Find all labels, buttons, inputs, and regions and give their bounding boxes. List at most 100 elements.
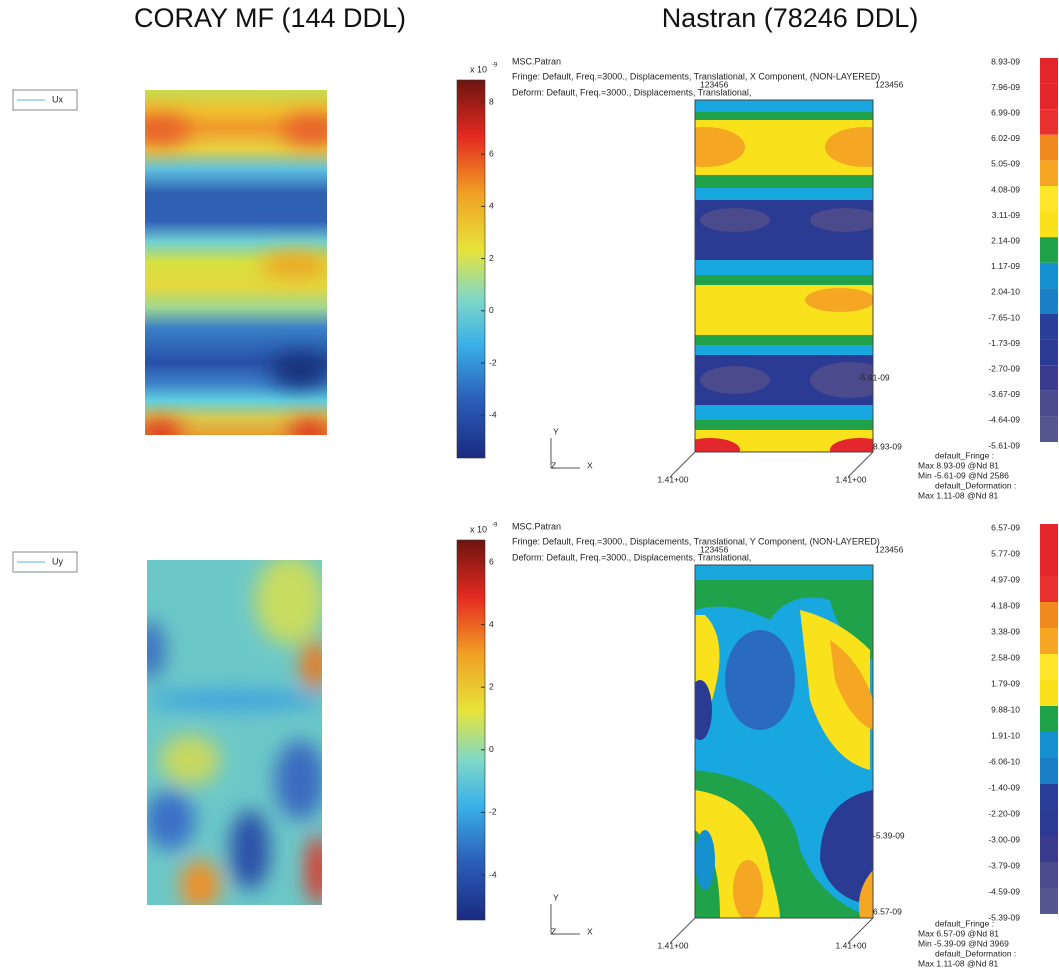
legend-value: 4.08-09 — [991, 184, 1020, 194]
patran-fringe: Fringe: Default, Freq.=3000., Displaceme… — [512, 71, 880, 81]
legend-swatch — [1040, 416, 1058, 442]
legend-swatch — [1040, 237, 1058, 263]
axis-label: Y — [553, 892, 559, 902]
title: Nastran (78246 DDL) — [662, 3, 919, 33]
legend-swatch — [1040, 262, 1058, 289]
legend-swatch — [1040, 160, 1058, 186]
scale-label: 1.41+00 — [836, 940, 867, 950]
colorbar-tick-label: 2 — [489, 253, 494, 263]
node-label: 123456 — [875, 544, 904, 554]
legend-swatch — [1040, 862, 1058, 888]
colorbar-tick-label: 0 — [489, 305, 494, 315]
legend-value: -2.20-09 — [988, 808, 1020, 818]
legend-swatch — [1040, 339, 1058, 366]
scale-label: 1.41+00 — [658, 940, 689, 950]
legend-value: -4.64-09 — [988, 415, 1020, 425]
min-label: -5.39-09 — [873, 830, 905, 840]
legend-value: 1.91-10 — [991, 730, 1020, 740]
legend-swatch — [1040, 211, 1058, 238]
legend-value: -2.70-09 — [988, 363, 1020, 373]
axis-label: Y — [553, 426, 559, 436]
scale-arrow — [669, 917, 696, 944]
legend-value: -1.40-09 — [988, 782, 1020, 792]
colorbar — [456, 79, 486, 459]
legend-swatch — [1040, 576, 1058, 602]
legend-swatch — [1040, 186, 1058, 212]
legend-swatch — [1040, 390, 1058, 417]
legend-value: 5.77-09 — [991, 548, 1020, 558]
info-line: Min -5.39-09 @Nd 3969 — [918, 938, 1009, 948]
scale-label: 1.41+00 — [658, 474, 689, 484]
info-line: default_Deformation : — [935, 480, 1016, 490]
legend-swatch — [1040, 784, 1058, 810]
colorbar-tick-label: 8 — [489, 96, 494, 106]
legend-value: 4.97-09 — [991, 574, 1020, 584]
info-line: default_Fringe : — [935, 918, 994, 928]
legend-value: 9.88-10 — [991, 704, 1020, 714]
legend-swatch — [1040, 888, 1058, 914]
colorbar-tick-label: -2 — [489, 357, 497, 367]
legend-swatch — [1040, 628, 1058, 654]
legend-value: -3.67-09 — [988, 389, 1020, 399]
axis-label: X — [587, 460, 593, 470]
legend-value: 3.38-09 — [991, 626, 1020, 636]
scale-label: 1.41+00 — [836, 474, 867, 484]
info-line: Min -5.61-09 @Nd 2586 — [918, 470, 1009, 480]
colorbar-tick-label: 4 — [489, 201, 494, 211]
max-label: 8.93-09 — [873, 441, 902, 451]
colorbar-multiplier: x 10 — [470, 524, 487, 534]
patran-deform: Deform: Default, Freq.=3000., Displaceme… — [512, 87, 751, 97]
colorbar-exponent: -9 — [492, 523, 498, 529]
legend-value: 1.17-09 — [991, 261, 1020, 271]
legend-value: -5.39-09 — [988, 912, 1020, 922]
scale-arrow — [847, 451, 874, 478]
info-line: Max 1.11-08 @Nd 81 — [918, 490, 999, 500]
legend-swatch — [1040, 365, 1058, 391]
legend-value: -1.73-09 — [988, 338, 1020, 348]
legend-value: 6.99-09 — [991, 107, 1020, 117]
colorbar-exponent: -9 — [492, 63, 498, 69]
legend-value: -4.59-09 — [988, 886, 1020, 896]
axis-label: X — [587, 926, 593, 936]
legend-swatch — [1040, 524, 1058, 550]
colorbar-tick-label: -2 — [489, 807, 497, 817]
legend-swatch — [1040, 758, 1058, 784]
legend-swatch — [1040, 550, 1058, 576]
legend-value: 7.96-09 — [991, 82, 1020, 92]
uy-field-nastran — [695, 565, 873, 918]
legend-swatch — [1040, 83, 1058, 110]
legend-swatch — [1040, 732, 1058, 758]
legend-value: -3.00-09 — [988, 834, 1020, 844]
legend-value: 2.14-09 — [991, 235, 1020, 245]
info-line: default_Deformation : — [935, 948, 1016, 958]
colorbar-tick-label: 4 — [489, 619, 494, 629]
legend-value: 2.58-09 — [991, 652, 1020, 662]
min-label: -5.61-09 — [858, 372, 890, 382]
info-line: default_Fringe : — [935, 450, 994, 460]
colorbar-tick-label: 0 — [489, 744, 494, 754]
colorbar-multiplier: x 10 — [470, 64, 487, 74]
node-label: 123456 — [875, 79, 904, 89]
info-line: Max 8.93-09 @Nd 81 — [918, 460, 999, 470]
legend-value: -5.61-09 — [988, 440, 1020, 450]
legend-value: 3.11-09 — [992, 210, 1020, 220]
info-line: Max 1.11-08 @Nd 81 — [918, 958, 999, 968]
legend-value: 2.04-10 — [991, 287, 1020, 297]
patran-app: MSC.Patran — [512, 56, 561, 66]
legend-value: 1.79-09 — [991, 678, 1020, 688]
colorbar — [456, 539, 486, 921]
colorbar-tick-label: 6 — [489, 148, 494, 158]
legend-value: 6.02-09 — [991, 133, 1020, 143]
uy-field-coray — [147, 560, 322, 905]
patran-app: MSC.Patran — [512, 521, 561, 531]
info-line: Max 6.57-09 @Nd 81 — [918, 928, 999, 938]
scale-arrow — [669, 451, 696, 478]
legend-value: 6.57-09 — [991, 522, 1020, 532]
legend-swatch — [1040, 134, 1058, 161]
colorbar-tick-label: 2 — [489, 681, 494, 691]
legend-value: 5.05-09 — [991, 159, 1020, 169]
legend-label: Ux — [52, 94, 63, 104]
colorbar-tick-label: -4 — [489, 869, 497, 879]
legend-swatch — [1040, 288, 1058, 314]
